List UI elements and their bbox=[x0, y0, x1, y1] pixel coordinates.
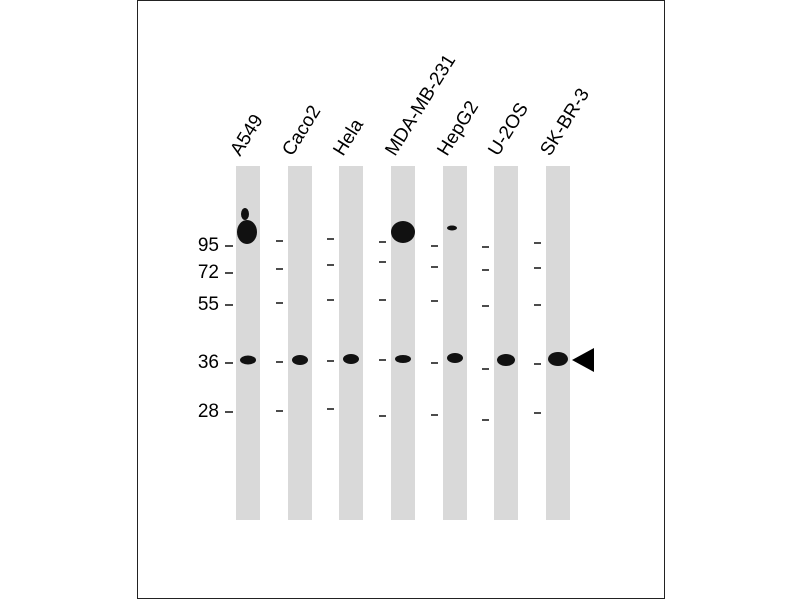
band bbox=[391, 221, 415, 243]
lane bbox=[288, 166, 312, 520]
band bbox=[343, 354, 359, 364]
band bbox=[395, 355, 411, 363]
lane bbox=[339, 166, 363, 520]
band bbox=[237, 220, 257, 244]
lane bbox=[236, 166, 260, 520]
band bbox=[447, 353, 463, 363]
band-arrow bbox=[572, 348, 594, 372]
lane bbox=[391, 166, 415, 520]
marker-label: 55 bbox=[198, 294, 219, 315]
band bbox=[548, 352, 568, 366]
marker-label: 95 bbox=[198, 235, 219, 256]
lane bbox=[546, 166, 570, 520]
marker-label: 28 bbox=[198, 401, 219, 422]
marker-label: 72 bbox=[198, 262, 219, 283]
lane bbox=[494, 166, 518, 520]
band bbox=[497, 354, 515, 366]
band bbox=[447, 225, 457, 231]
band bbox=[292, 355, 308, 365]
band bbox=[241, 208, 249, 220]
band bbox=[240, 355, 256, 365]
lane bbox=[443, 166, 467, 520]
marker-label: 36 bbox=[198, 352, 219, 373]
